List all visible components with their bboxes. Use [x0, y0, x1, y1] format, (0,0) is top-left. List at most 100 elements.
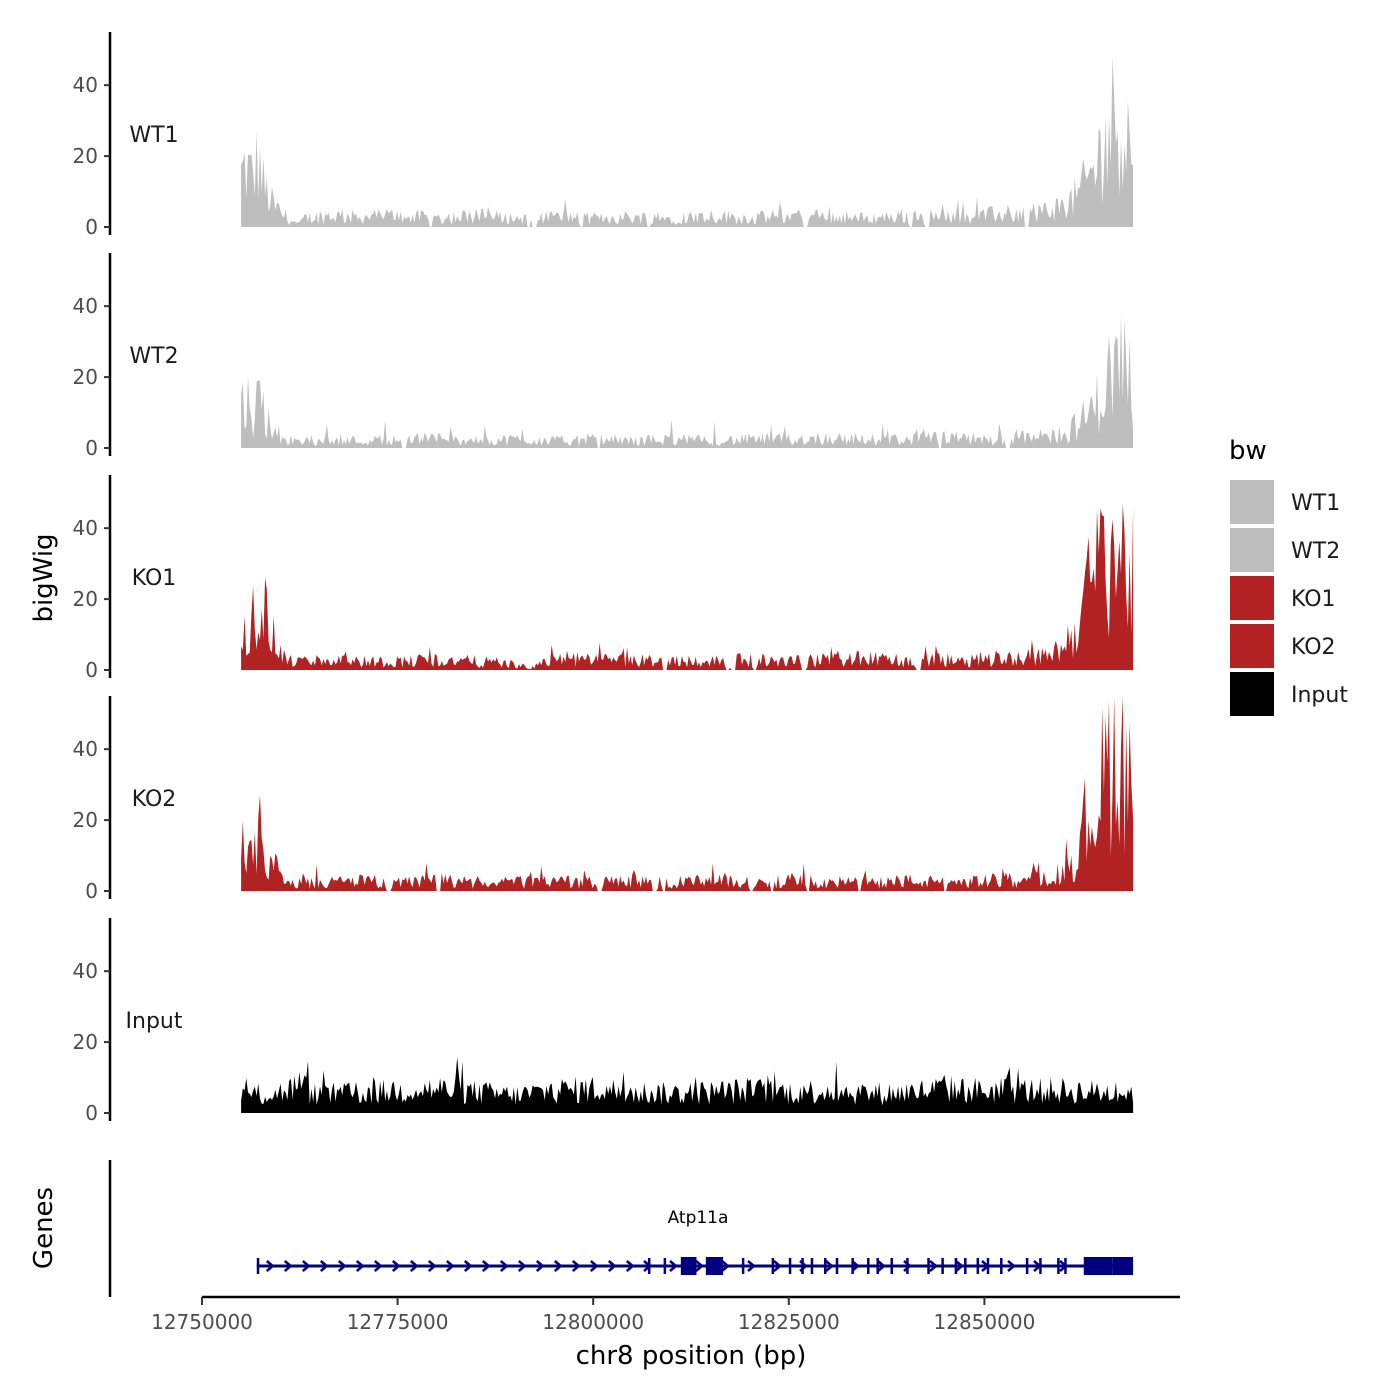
y-tick-label: 40 [73, 73, 98, 97]
y-tick-label: 20 [73, 587, 98, 611]
strand-arrow [283, 1260, 293, 1272]
strand-arrow [903, 1260, 912, 1272]
gene-exon [851, 1258, 854, 1274]
y-tick-label: 40 [73, 516, 98, 540]
gene-exon [801, 1258, 804, 1274]
strand-arrow [373, 1260, 383, 1272]
gene-track: Atp11a [108, 1160, 1134, 1297]
gene-exon [976, 1258, 980, 1274]
legend-title: bw [1229, 436, 1267, 466]
x-tick-label: 12750000 [151, 1310, 253, 1334]
track-label-ko2: KO2 [132, 787, 177, 812]
track-input: 0 20 40 Input [73, 918, 1134, 1125]
strand-arrow [607, 1260, 617, 1272]
x-axis: 12750000 12775000 12800000 12825000 12850000 [151, 1295, 1180, 1334]
gene-exon [705, 1257, 724, 1275]
gene-exon [741, 1258, 745, 1274]
legend: bw WT1 WT2 KO1 KO2 Input [1229, 436, 1348, 716]
strand-arrow [747, 1260, 756, 1272]
strand-arrow [337, 1260, 347, 1272]
coverage-area-ko2 [241, 696, 1134, 891]
gene-exon [941, 1258, 944, 1274]
track-wt1: 0 20 40 WT1 [73, 32, 1134, 239]
gene-exon [810, 1258, 814, 1274]
y-axis-title: bigWig [29, 533, 59, 622]
y-tick-label: 20 [73, 365, 98, 389]
strand-arrow [589, 1260, 599, 1272]
gene-exon [1039, 1258, 1042, 1274]
strand-arrow [851, 1260, 860, 1272]
x-axis-title: chr8 position (bp) [576, 1341, 807, 1371]
gene-exon [835, 1258, 839, 1274]
gene-exon [647, 1258, 651, 1274]
strand-arrow [773, 1260, 782, 1272]
strand-arrow [499, 1260, 509, 1272]
gene-exon [1057, 1258, 1060, 1274]
gene-exon [890, 1258, 894, 1274]
legend-label-ko2: KO2 [1291, 635, 1336, 660]
strand-arrow [319, 1260, 329, 1272]
gene-exon [824, 1258, 827, 1274]
track-ko2: 0 20 40 KO2 [73, 696, 1134, 903]
track-label-ko1: KO1 [132, 566, 177, 591]
x-tick-label: 12825000 [738, 1310, 840, 1334]
gene-exon [1064, 1258, 1067, 1274]
gene-exon [663, 1258, 667, 1274]
gene-exon [906, 1258, 909, 1274]
strand-arrow [463, 1260, 473, 1272]
gene-exon [986, 1258, 990, 1274]
legend-label-input: Input [1291, 683, 1348, 708]
strand-arrow [955, 1260, 964, 1272]
coverage-area-input [241, 1057, 1134, 1113]
gene-exon [954, 1258, 958, 1274]
strand-arrow [1007, 1260, 1016, 1272]
y-tick-label: 0 [85, 879, 98, 903]
legend-swatch-wt2 [1230, 528, 1274, 572]
gene-exon [1083, 1257, 1113, 1275]
gene-exon [680, 1257, 697, 1275]
gene-exon [788, 1258, 792, 1274]
y-tick-label: 20 [73, 144, 98, 168]
gene-exon [1025, 1258, 1029, 1274]
strand-arrow [571, 1260, 581, 1272]
legend-swatch-wt1 [1230, 480, 1274, 524]
strand-arrow [721, 1260, 730, 1272]
track-wt2: 0 20 40 WT2 [73, 253, 1134, 460]
strand-arrow [355, 1260, 365, 1272]
strand-arrow [825, 1260, 834, 1272]
strand-arrow [877, 1260, 886, 1272]
y-tick-label: 0 [85, 658, 98, 682]
strand-arrow [409, 1260, 419, 1272]
strand-arrow [535, 1260, 545, 1272]
x-tick-label: 12775000 [347, 1310, 449, 1334]
y-tick-label: 40 [73, 959, 98, 983]
gene-exon [867, 1258, 870, 1274]
y-tick-label: 0 [85, 215, 98, 239]
legend-label-wt1: WT1 [1291, 491, 1340, 516]
y-tick-label: 0 [85, 436, 98, 460]
gene-exon [256, 1258, 260, 1274]
y-tick-label: 20 [73, 1030, 98, 1054]
strand-arrow [553, 1260, 563, 1272]
track-label-wt1: WT1 [129, 123, 178, 148]
track-label-input: Input [126, 1009, 183, 1034]
strand-arrow [265, 1260, 275, 1272]
coverage-tracks: 0 20 40 WT1 0 20 40 WT2 0 20 40 KO1 0 20 40 KO2 0 20 40 Inp… [73, 32, 1134, 1125]
gene-exon [771, 1258, 775, 1274]
strand-arrow [301, 1260, 311, 1272]
strand-arrow [427, 1260, 437, 1272]
y-tick-label: 0 [85, 1101, 98, 1125]
y-tick-label: 20 [73, 808, 98, 832]
legend-label-wt2: WT2 [1291, 539, 1340, 564]
strand-arrow [391, 1260, 401, 1272]
legend-swatch-ko2 [1230, 624, 1274, 668]
strand-arrow [929, 1260, 938, 1272]
strand-arrow [481, 1260, 491, 1272]
gene-exon [1000, 1258, 1003, 1274]
strand-arrow [625, 1260, 635, 1272]
coverage-area-wt2 [241, 315, 1134, 448]
gene-label: Atp11a [668, 1208, 729, 1228]
track-label-wt2: WT2 [129, 344, 178, 369]
x-tick-label: 12800000 [542, 1310, 644, 1334]
